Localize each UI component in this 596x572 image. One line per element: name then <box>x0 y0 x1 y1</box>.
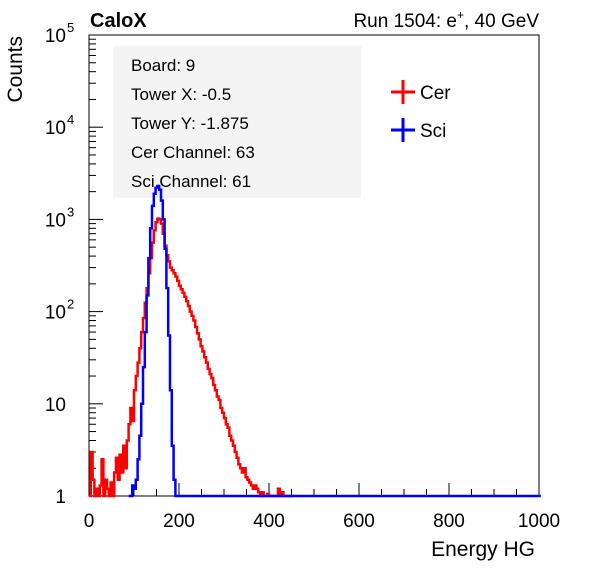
experiment-label: CaloX <box>90 10 147 32</box>
x-tick-label: 800 <box>433 511 465 532</box>
y-axis-title: Counts <box>4 36 27 103</box>
series-layer <box>89 184 541 498</box>
y-tick-exponent: 2 <box>67 297 74 312</box>
info-tower-x: Tower X: -0.5 <box>131 85 231 104</box>
y-tick-exponent: 4 <box>67 112 74 127</box>
series-sci-line <box>128 184 541 498</box>
y-tick-label: 10 <box>45 210 66 231</box>
legend: Cer Sci <box>391 80 451 142</box>
legend-label-sci: Sci <box>420 121 446 142</box>
x-tick-label: 400 <box>253 511 285 532</box>
info-sci-channel: Sci Channel: 61 <box>131 172 251 191</box>
x-axis-title: Energy HG <box>431 538 535 561</box>
info-tower-y: Tower Y: -1.875 <box>131 114 249 133</box>
info-box-background <box>113 46 361 198</box>
y-tick-label: 10 <box>45 26 66 47</box>
run-superscript: + <box>457 8 464 22</box>
run-suffix: , 40 GeV <box>464 11 539 32</box>
run-prefix: Run 1504: e <box>353 11 457 32</box>
info-cer-channel: Cer Channel: 63 <box>131 143 255 162</box>
x-tick-label: 1000 <box>518 511 560 532</box>
y-tick-label: 1 <box>55 487 66 508</box>
series-cer-line <box>89 217 295 498</box>
y-tick-exponent: 5 <box>67 20 74 35</box>
x-tick-label: 0 <box>84 511 95 532</box>
legend-label-cer: Cer <box>420 83 451 104</box>
y-tick-exponent: 3 <box>67 204 74 219</box>
y-tick-label: 10 <box>45 303 66 324</box>
info-box: Board: 9 Tower X: -0.5 Tower Y: -1.875 C… <box>113 46 361 198</box>
x-tick-label: 600 <box>343 511 375 532</box>
info-board: Board: 9 <box>131 56 195 75</box>
x-tick-label: 200 <box>163 511 195 532</box>
y-tick-label: 10 <box>45 118 66 139</box>
run-label: Run 1504: e+, 40 GeV <box>353 8 539 32</box>
y-tick-label: 10 <box>45 395 66 416</box>
